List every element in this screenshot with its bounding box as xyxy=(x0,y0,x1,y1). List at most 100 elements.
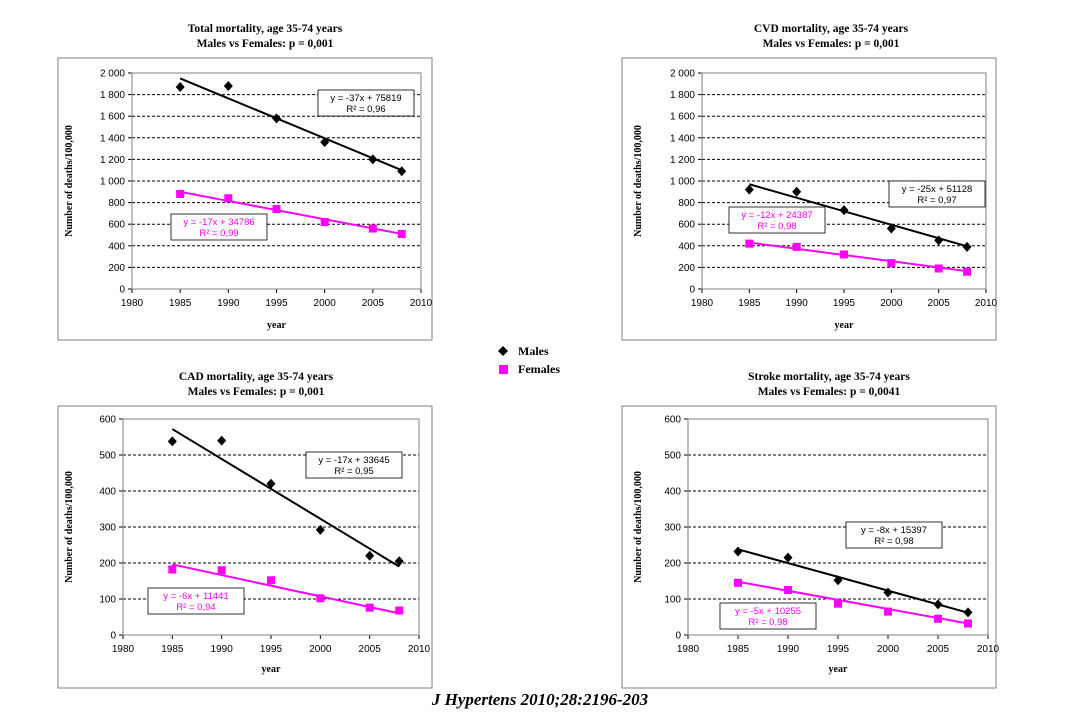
trend-label-box xyxy=(888,180,986,208)
y-tick-label: 800 xyxy=(678,198,695,209)
x-tick-label: 1995 xyxy=(827,644,850,655)
trend-equation: y = -12x + 24387 xyxy=(741,210,812,221)
point-males xyxy=(744,184,754,195)
trend-r2: R² = 0,99 xyxy=(199,228,238,239)
trend-r2: R² = 0,98 xyxy=(748,617,787,628)
y-tick-label: 1 400 xyxy=(670,133,695,144)
y-tick-label: 400 xyxy=(678,241,695,252)
point-females xyxy=(365,603,374,612)
trend-equation: y = -17x + 34786 xyxy=(183,217,254,228)
x-tick-label: 1980 xyxy=(121,298,144,309)
legend-label-males: Males xyxy=(518,343,549,358)
x-axis-label: year xyxy=(267,320,286,331)
y-tick-label: 500 xyxy=(99,451,116,462)
trend-equation: y = -6x + 11441 xyxy=(163,591,228,602)
y-tick-label: 1 800 xyxy=(100,90,125,101)
y-tick-label: 1 000 xyxy=(670,177,695,188)
x-tick-label: 2000 xyxy=(314,298,337,309)
point-males xyxy=(320,137,330,148)
chart-subtitle: Males vs Females: p = 0,001 xyxy=(187,386,325,398)
y-tick-label: 800 xyxy=(108,198,125,209)
point-females xyxy=(963,267,972,276)
chart-title: CVD mortality, age 35-74 years xyxy=(753,23,909,35)
trend-equation: y = -5x + 10255 xyxy=(735,606,801,617)
y-tick-label: 1 800 xyxy=(670,90,695,101)
point-males xyxy=(883,587,893,598)
trendline-males xyxy=(171,428,400,568)
y-tick-label: 300 xyxy=(664,523,681,534)
point-females xyxy=(934,264,943,273)
x-tick-label: 2000 xyxy=(309,644,332,655)
trendline-males xyxy=(179,77,403,172)
diamond-marker-icon xyxy=(496,346,510,356)
y-axis-label: Number of deaths/100,000 xyxy=(64,125,75,237)
trend-r2: R² = 0,97 xyxy=(917,195,956,206)
point-males xyxy=(886,223,896,234)
trend-equation: y = -25x + 51128 xyxy=(902,184,973,195)
x-tick-label: 1985 xyxy=(161,644,184,655)
trend-label-box xyxy=(845,521,943,549)
point-females xyxy=(168,565,177,574)
point-females xyxy=(395,606,404,615)
x-tick-label: 2005 xyxy=(928,298,951,309)
y-tick-label: 0 xyxy=(689,285,695,296)
x-tick-label: 2010 xyxy=(975,298,998,309)
point-males xyxy=(962,241,972,252)
point-males xyxy=(315,524,325,535)
trend-r2: R² = 0,98 xyxy=(874,536,913,547)
point-males xyxy=(783,552,793,563)
trend-label-box xyxy=(147,587,245,615)
x-tick-label: 1980 xyxy=(677,644,700,655)
trend-label-box xyxy=(728,206,826,234)
panel-title-stroke: Stroke mortality, age 35-74 years Males … xyxy=(674,370,984,400)
legend-item-males: Males xyxy=(496,342,560,360)
y-tick-label: 0 xyxy=(675,631,681,642)
x-tick-label: 1980 xyxy=(112,644,135,655)
point-females xyxy=(217,566,226,575)
legend-label-females: Females xyxy=(518,361,560,376)
chart-title: Stroke mortality, age 35-74 years xyxy=(748,371,910,383)
panel-title-cvd: CVD mortality, age 35-74 years Males vs … xyxy=(676,22,986,52)
trendline-males xyxy=(737,548,969,614)
x-tick-label: 2005 xyxy=(359,644,382,655)
point-females xyxy=(176,189,185,198)
trend-r2: R² = 0,94 xyxy=(176,602,215,613)
y-tick-label: 1 200 xyxy=(100,155,125,166)
point-females xyxy=(934,614,942,623)
point-males xyxy=(217,435,227,446)
plot-area xyxy=(701,72,987,290)
y-tick-label: 1 600 xyxy=(670,112,695,123)
y-tick-label: 600 xyxy=(99,415,116,426)
y-tick-label: 600 xyxy=(108,220,125,231)
x-tick-label: 1995 xyxy=(260,644,283,655)
point-males xyxy=(733,546,743,557)
chart-title: CAD mortality, age 35-74 years xyxy=(178,371,334,383)
x-tick-label: 2010 xyxy=(408,644,431,655)
y-tick-label: 200 xyxy=(99,559,116,570)
point-males xyxy=(266,478,276,489)
chart-subtitle: Males vs Females: p = 0,001 xyxy=(196,38,334,50)
trend-r2: R² = 0,96 xyxy=(346,104,385,115)
trend-equation: y = -37x + 75819 xyxy=(330,93,401,104)
y-tick-label: 500 xyxy=(664,451,681,462)
trendline-females xyxy=(179,190,402,235)
x-axis-label: year xyxy=(262,664,281,675)
y-tick-label: 300 xyxy=(99,523,116,534)
panel-title-cad: CAD mortality, age 35-74 years Males vs … xyxy=(101,370,411,400)
chart-subtitle: Males vs Females: p = 0,0041 xyxy=(757,386,901,398)
point-females xyxy=(840,250,848,259)
point-females xyxy=(316,594,325,603)
point-males xyxy=(833,575,843,586)
plot-area xyxy=(122,418,420,636)
point-females xyxy=(272,205,281,214)
y-tick-label: 100 xyxy=(99,595,116,606)
point-females xyxy=(224,194,233,203)
point-males xyxy=(839,205,849,216)
trend-equation: y = -17x + 33645 xyxy=(318,455,389,466)
point-females xyxy=(884,607,892,616)
panel-title-total: Total mortality, age 35-74 years Males v… xyxy=(110,22,420,52)
y-tick-label: 400 xyxy=(664,487,681,498)
trendline-females xyxy=(737,580,969,625)
point-females xyxy=(734,578,742,587)
x-tick-label: 1985 xyxy=(169,298,192,309)
